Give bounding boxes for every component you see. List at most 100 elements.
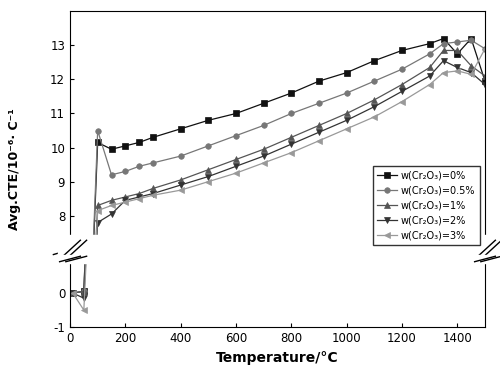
w(Cr₂O₃)=3% [316,138,322,143]
w(Cr₂O₃)=1% [70,291,76,295]
w(Cr₂O₃)=1% [482,74,488,78]
w(Cr₂O₃)=0.5% [122,169,128,174]
w(Cr₂O₃)=2% [81,296,87,300]
w(Cr₂O₃)=2% [206,174,212,179]
w(Cr₂O₃)=1% [122,0,128,4]
w(Cr₂O₃)=2% [399,89,405,94]
w(Cr₂O₃)=3% [94,208,100,213]
w(Cr₂O₃)=0.5% [178,154,184,158]
w(Cr₂O₃)=2% [178,183,184,187]
w(Cr₂O₃)=3% [440,70,446,75]
w(Cr₂O₃)=3% [233,171,239,175]
w(Cr₂O₃)=0% [399,48,405,53]
X-axis label: Temperature/°C: Temperature/°C [216,350,339,365]
w(Cr₂O₃)=1% [316,123,322,128]
Line: w(Cr₂O₃)=0%: w(Cr₂O₃)=0% [70,0,488,296]
w(Cr₂O₃)=0.5% [108,173,114,177]
w(Cr₂O₃)=0.5% [454,40,460,44]
w(Cr₂O₃)=0.5% [399,67,405,71]
w(Cr₂O₃)=0% [426,41,432,46]
w(Cr₂O₃)=3% [136,1,142,6]
w(Cr₂O₃)=2% [426,74,432,78]
Line: w(Cr₂O₃)=0%: w(Cr₂O₃)=0% [70,36,488,376]
w(Cr₂O₃)=1% [122,195,128,199]
w(Cr₂O₃)=2% [233,164,239,168]
Bar [58,235,99,264]
w(Cr₂O₃)=1% [454,48,460,53]
w(Cr₂O₃)=2% [454,65,460,70]
w(Cr₂O₃)=0% [136,140,142,145]
w(Cr₂O₃)=0% [316,79,322,83]
w(Cr₂O₃)=0.5% [260,123,266,128]
w(Cr₂O₃)=1% [206,167,212,172]
w(Cr₂O₃)=0% [344,70,349,75]
w(Cr₂O₃)=1% [108,198,114,203]
Line: w(Cr₂O₃)=1%: w(Cr₂O₃)=1% [70,0,488,296]
w(Cr₂O₃)=1% [94,8,100,12]
w(Cr₂O₃)=0.5% [81,289,87,294]
w(Cr₂O₃)=2% [108,212,114,216]
w(Cr₂O₃)=3% [122,200,128,204]
w(Cr₂O₃)=3% [288,150,294,155]
Text: Avg.CTE/10⁻⁶· C⁻¹: Avg.CTE/10⁻⁶· C⁻¹ [8,108,22,230]
Legend: w(Cr₂O₃)=0%, w(Cr₂O₃)=0.5%, w(Cr₂O₃)=1%, w(Cr₂O₃)=2%, w(Cr₂O₃)=3%: w(Cr₂O₃)=0%, w(Cr₂O₃)=0.5%, w(Cr₂O₃)=1%,… [372,166,480,245]
w(Cr₂O₃)=0% [260,101,266,106]
Line: w(Cr₂O₃)=0.5%: w(Cr₂O₃)=0.5% [70,0,488,296]
w(Cr₂O₃)=0.5% [440,41,446,46]
w(Cr₂O₃)=1% [136,0,142,1]
w(Cr₂O₃)=0.5% [94,128,100,133]
w(Cr₂O₃)=3% [122,5,128,9]
w(Cr₂O₃)=3% [108,8,114,12]
w(Cr₂O₃)=3% [150,193,156,197]
w(Cr₂O₃)=0.5% [150,161,156,165]
w(Cr₂O₃)=2% [150,0,156,1]
w(Cr₂O₃)=0% [233,111,239,116]
w(Cr₂O₃)=1% [260,147,266,152]
w(Cr₂O₃)=0% [108,147,114,152]
Line: w(Cr₂O₃)=3%: w(Cr₂O₃)=3% [70,46,488,376]
w(Cr₂O₃)=0% [81,289,87,294]
w(Cr₂O₃)=3% [426,82,432,87]
w(Cr₂O₃)=1% [178,178,184,182]
w(Cr₂O₃)=1% [150,186,156,191]
Line: w(Cr₂O₃)=2%: w(Cr₂O₃)=2% [70,0,488,301]
w(Cr₂O₃)=3% [468,72,474,77]
w(Cr₂O₃)=2% [108,17,114,21]
w(Cr₂O₃)=0.5% [426,52,432,56]
w(Cr₂O₃)=0.5% [233,133,239,138]
w(Cr₂O₃)=0.5% [468,38,474,42]
Bar [472,235,500,264]
Line: w(Cr₂O₃)=0.5%: w(Cr₂O₃)=0.5% [70,38,488,376]
w(Cr₂O₃)=1% [372,98,378,102]
w(Cr₂O₃)=2% [150,191,156,196]
w(Cr₂O₃)=2% [122,198,128,203]
w(Cr₂O₃)=2% [482,82,488,87]
Bar [472,255,500,263]
w(Cr₂O₃)=3% [372,115,378,119]
w(Cr₂O₃)=1% [426,65,432,70]
w(Cr₂O₃)=0.5% [206,144,212,148]
w(Cr₂O₃)=1% [81,289,87,294]
w(Cr₂O₃)=2% [372,105,378,109]
w(Cr₂O₃)=2% [136,0,142,4]
w(Cr₂O₃)=3% [344,127,349,131]
w(Cr₂O₃)=3% [136,196,142,201]
w(Cr₂O₃)=0% [454,52,460,56]
w(Cr₂O₃)=0.5% [344,91,349,95]
Line: w(Cr₂O₃)=2%: w(Cr₂O₃)=2% [70,58,488,376]
w(Cr₂O₃)=3% [454,69,460,73]
w(Cr₂O₃)=3% [206,179,212,184]
w(Cr₂O₃)=0.5% [136,164,142,168]
w(Cr₂O₃)=3% [70,291,76,295]
w(Cr₂O₃)=0% [468,36,474,41]
w(Cr₂O₃)=0% [122,144,128,148]
w(Cr₂O₃)=3% [81,308,87,312]
Bar [58,255,99,263]
w(Cr₂O₃)=0% [178,127,184,131]
w(Cr₂O₃)=0% [150,135,156,139]
w(Cr₂O₃)=2% [288,142,294,146]
w(Cr₂O₃)=1% [108,3,114,8]
w(Cr₂O₃)=1% [344,111,349,116]
w(Cr₂O₃)=3% [94,13,100,18]
w(Cr₂O₃)=0% [206,118,212,123]
